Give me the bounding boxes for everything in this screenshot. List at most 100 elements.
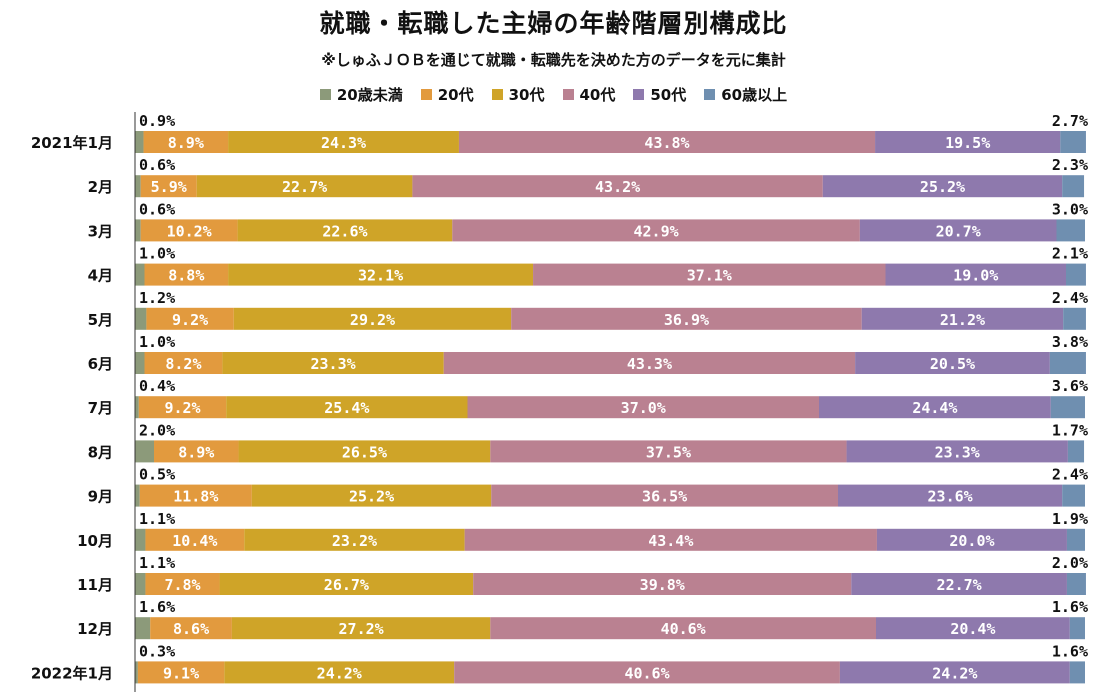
bar-segment [140,175,197,198]
bar-segment [228,263,534,286]
category-label: 9月 [88,488,113,506]
data-label: 22.7% [282,178,327,196]
bar-segment [859,219,1057,242]
bar-segment [839,661,1070,684]
data-label: 20.5% [930,355,975,373]
data-label: 2.0% [139,421,175,439]
data-label: 24.4% [912,399,957,417]
bar-segment [1062,484,1085,507]
data-label: 23.2% [332,532,377,550]
bar-segment [861,307,1064,330]
data-label: 24.2% [932,664,977,682]
data-label: 0.3% [139,642,175,660]
data-label: 21.2% [940,311,985,329]
legend-label: 30代 [508,86,545,104]
legend-label: 40代 [579,86,616,104]
legend-item: 20歳未満 [319,84,403,105]
bar-segment [135,661,138,684]
data-label: 1.6% [1052,598,1088,616]
bar-segment [885,263,1066,286]
bar-segment [143,131,229,153]
bar-segment [846,440,1068,463]
bar-segment [1049,352,1086,374]
data-label: 24.3% [321,134,366,152]
bar-segment [1056,219,1085,242]
data-label: 40.6% [624,664,669,682]
data-label: 32.1% [358,267,403,285]
data-label: 42.9% [633,222,678,240]
bar-segment [135,307,147,330]
category-label: 2022年1月 [31,664,113,682]
bar-segment [231,617,491,640]
data-label: 43.3% [627,355,672,373]
legend-label: 20歳未満 [336,86,403,104]
bar-segment [1060,131,1086,153]
data-label: 1.2% [139,289,175,307]
data-label: 2.1% [1052,245,1088,263]
data-label: 43.4% [648,532,693,550]
bar-segment [412,175,823,198]
legend-swatch [491,89,503,100]
legend-label: 50代 [650,86,687,104]
bar-segment [226,396,468,419]
data-label: 24.2% [317,664,362,682]
data-label: 25.4% [324,399,369,417]
category-label: 5月 [88,311,113,329]
data-label: 0.9% [139,112,175,130]
legend-item: 50代 [633,84,686,105]
bar-segment [145,528,245,551]
legend-item: 40代 [562,84,616,105]
bar-segment [238,440,491,463]
bar-segment [1069,617,1085,640]
bar-segment [511,307,862,330]
data-label: 19.5% [945,134,990,152]
bar-segment [135,573,146,595]
bar-segment [855,352,1050,374]
data-label: 25.2% [920,178,965,196]
bar-segment [491,484,838,507]
data-label: 43.8% [644,134,689,152]
data-label: 29.2% [350,311,395,329]
data-label: 26.5% [342,443,387,461]
data-label: 0.6% [139,200,175,218]
bar-segment [244,528,465,551]
bar-segment [875,131,1061,153]
data-label: 23.6% [928,488,973,506]
legend-item: 30代 [491,84,545,105]
bar-segment [467,396,819,419]
category-label: 2月 [88,178,113,196]
data-label: 3.8% [1052,333,1088,351]
data-label: 2.3% [1052,156,1088,174]
category-label: 4月 [88,267,113,285]
bar-segment [224,661,455,684]
data-label: 1.1% [139,510,175,528]
data-label: 1.6% [1052,642,1088,660]
bar-segment [1067,440,1085,463]
data-label: 0.6% [139,156,175,174]
bar-segment [1066,528,1085,551]
data-label: 0.5% [139,466,175,484]
bar-segment [838,484,1063,507]
legend-label: 20代 [437,86,474,104]
bar-segment [135,131,144,153]
category-label: 7月 [88,399,113,417]
data-label: 8.2% [165,355,201,373]
category-label: 12月 [77,620,113,638]
category-label: 2021年1月 [31,134,113,152]
data-label: 26.7% [324,576,369,594]
data-label: 10.2% [167,222,212,240]
category-label: 10月 [77,532,113,550]
data-label: 11.8% [173,488,218,506]
bar-segment [1066,573,1086,595]
data-label: 22.7% [937,576,982,594]
data-label: 3.6% [1052,377,1088,395]
bar-segment [145,573,220,595]
data-label: 3.0% [1052,200,1088,218]
category-label: 8月 [88,443,113,461]
data-label: 1.0% [139,245,175,263]
data-label: 36.5% [642,488,687,506]
bar-segment [135,528,146,551]
chart-title: 就職・転職した主婦の年齢階層別構成比 [319,9,788,38]
bar-segment [490,617,876,640]
